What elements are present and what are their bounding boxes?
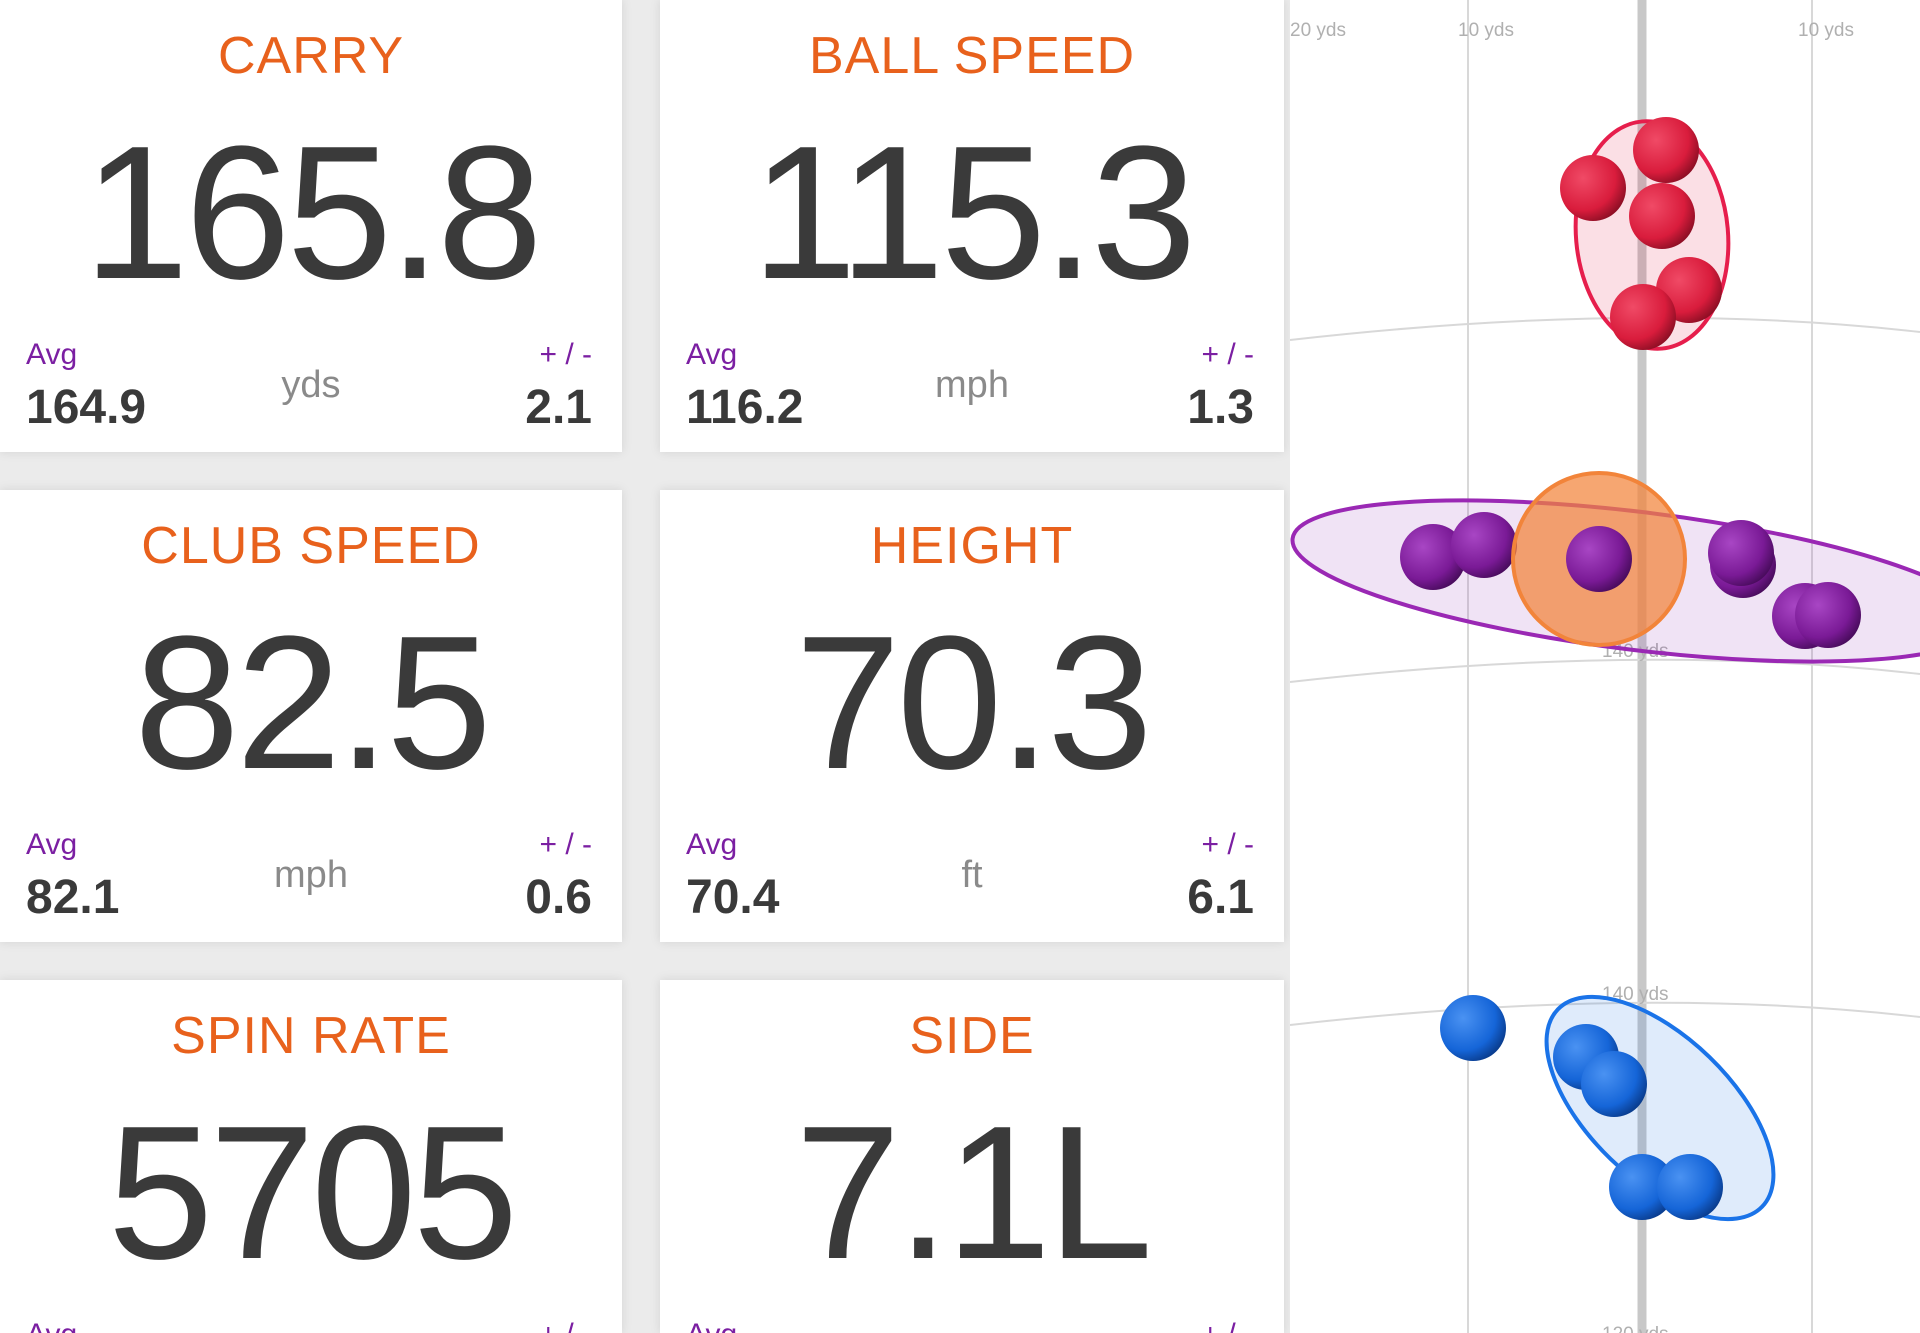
plus-minus-label: + / - bbox=[1201, 1318, 1254, 1333]
metric-card-spin-rate[interactable]: SPIN RATE 5705 Avg + / - bbox=[0, 980, 622, 1333]
avg-value: 82.1 bbox=[26, 871, 120, 924]
metric-card-ball-speed[interactable]: BALL SPEED 115.3 Avg 116.2 mph + / - 1.3 bbox=[660, 0, 1284, 452]
metric-value: 82.5 bbox=[134, 597, 492, 809]
range-arc bbox=[1290, 658, 1920, 683]
metric-card-club-speed[interactable]: CLUB SPEED 82.5 Avg 82.1 mph + / - 0.6 bbox=[0, 490, 622, 942]
deviation-value: 1.3 bbox=[1187, 381, 1254, 434]
plus-minus-label: + / - bbox=[1201, 828, 1254, 861]
shot-marker-purple[interactable] bbox=[1400, 524, 1466, 590]
avg-label: Avg bbox=[686, 1318, 737, 1333]
avg-label: Avg bbox=[26, 828, 78, 861]
shot-marker-red[interactable] bbox=[1629, 183, 1695, 249]
avg-value: 70.4 bbox=[686, 871, 780, 924]
avg-value: 164.9 bbox=[26, 381, 147, 434]
metric-value: 5705 bbox=[107, 1087, 519, 1299]
shot-marker-red[interactable] bbox=[1633, 117, 1699, 183]
shot-dispersion-plot[interactable]: 20 yds 10 yds 10 yds 140 yds 140 yds 120… bbox=[1290, 0, 1920, 1333]
metric-value: 70.3 bbox=[795, 597, 1153, 809]
dispersion-svg: 20 yds 10 yds 10 yds 140 yds 140 yds 120… bbox=[1290, 0, 1920, 1333]
metric-title: CLUB SPEED bbox=[141, 517, 481, 575]
shot-marker-blue[interactable] bbox=[1609, 1154, 1675, 1220]
avg-label: Avg bbox=[26, 1318, 77, 1333]
avg-label: Avg bbox=[686, 828, 738, 861]
shot-marker-red[interactable] bbox=[1610, 284, 1676, 350]
shot-marker-blue[interactable] bbox=[1581, 1051, 1647, 1117]
unit-label: ft bbox=[961, 854, 983, 896]
shot-marker-blue[interactable] bbox=[1657, 1154, 1723, 1220]
avg-value: 116.2 bbox=[686, 381, 804, 434]
metric-title: BALL SPEED bbox=[808, 27, 1135, 85]
metric-title: HEIGHT bbox=[870, 517, 1074, 575]
metric-title: SPIN RATE bbox=[171, 1007, 451, 1065]
shot-marker-purple[interactable] bbox=[1451, 512, 1517, 578]
unit-label: mph bbox=[935, 364, 1009, 406]
metric-card-side[interactable]: SIDE 7.1L Avg + / - bbox=[660, 980, 1284, 1333]
metric-title: SIDE bbox=[909, 1007, 1035, 1065]
top-axis-label: 10 yds bbox=[1458, 20, 1514, 41]
plus-minus-label: + / - bbox=[539, 828, 592, 861]
deviation-value: 2.1 bbox=[525, 381, 592, 434]
top-axis-label: 10 yds bbox=[1798, 20, 1854, 41]
unit-label: mph bbox=[274, 854, 348, 896]
metric-title: CARRY bbox=[217, 27, 405, 85]
unit-label: yds bbox=[281, 364, 341, 406]
metric-card-carry[interactable]: CARRY 165.8 Avg 164.9 yds + / - 2.1 bbox=[0, 0, 622, 452]
range-label: 120 yds bbox=[1602, 1324, 1669, 1333]
top-axis-label: 20 yds bbox=[1290, 20, 1346, 41]
avg-label: Avg bbox=[26, 338, 78, 371]
avg-label: Avg bbox=[686, 338, 738, 371]
metric-value: 7.1L bbox=[795, 1087, 1153, 1299]
metric-card-height[interactable]: HEIGHT 70.3 Avg 70.4 ft + / - 6.1 bbox=[660, 490, 1284, 942]
plus-minus-label: + / - bbox=[1201, 338, 1254, 371]
metric-value: 165.8 bbox=[83, 107, 542, 319]
plus-minus-label: + / - bbox=[539, 1318, 592, 1333]
shot-marker-purple[interactable] bbox=[1708, 520, 1774, 586]
plus-minus-label: + / - bbox=[539, 338, 592, 371]
shot-marker-blue[interactable] bbox=[1440, 995, 1506, 1061]
deviation-value: 6.1 bbox=[1187, 871, 1254, 924]
metric-value: 115.3 bbox=[751, 107, 1196, 319]
shot-marker-purple[interactable] bbox=[1795, 582, 1861, 648]
shot-marker-red[interactable] bbox=[1560, 155, 1626, 221]
shot-marker-purple-selected[interactable] bbox=[1566, 526, 1632, 592]
deviation-value: 0.6 bbox=[525, 871, 592, 924]
